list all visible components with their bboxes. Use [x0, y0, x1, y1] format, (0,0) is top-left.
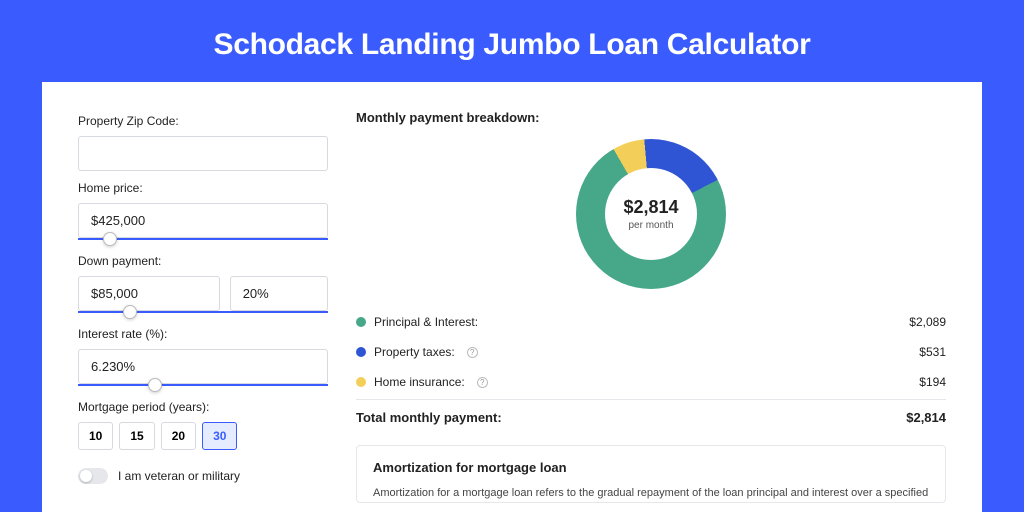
breakdown-title: Monthly payment breakdown:	[356, 110, 946, 125]
period-option-30[interactable]: 30	[202, 422, 237, 450]
page-title: Schodack Landing Jumbo Loan Calculator	[0, 0, 1024, 82]
legend-label: Principal & Interest:	[374, 315, 478, 329]
donut-sub: per month	[628, 220, 673, 231]
price-slider[interactable]	[78, 238, 328, 240]
legend: Principal & Interest: $2,089 Property taxe…	[356, 307, 946, 397]
legend-dot	[356, 347, 366, 357]
legend-dot	[356, 317, 366, 327]
legend-dot	[356, 377, 366, 387]
total-row: Total monthly payment: $2,814	[356, 399, 946, 425]
period-options: 10152030	[78, 422, 328, 450]
price-input[interactable]	[78, 203, 328, 238]
down-pct-input[interactable]	[230, 276, 328, 311]
veteran-row: I am veteran or military	[78, 468, 328, 484]
donut-amount: $2,814	[623, 197, 678, 218]
veteran-toggle[interactable]	[78, 468, 108, 484]
zip-input[interactable]	[78, 136, 328, 171]
down-slider-thumb[interactable]	[123, 305, 137, 319]
down-label: Down payment:	[78, 254, 328, 268]
rate-label: Interest rate (%):	[78, 327, 328, 341]
donut-wrap: $2,814 per month	[356, 139, 946, 289]
rate-input[interactable]	[78, 349, 328, 384]
down-slider[interactable]	[78, 311, 328, 313]
legend-row: Home insurance:? $194	[356, 367, 946, 397]
down-field-group: Down payment:	[78, 254, 328, 313]
legend-label: Home insurance:	[374, 375, 465, 389]
breakdown-column: Monthly payment breakdown: $2,814 per mo…	[356, 110, 946, 512]
veteran-label: I am veteran or military	[118, 469, 240, 483]
donut-chart: $2,814 per month	[576, 139, 726, 289]
calculator-panel: Property Zip Code: Home price: Down paym…	[42, 82, 982, 512]
period-label: Mortgage period (years):	[78, 400, 328, 414]
form-column: Property Zip Code: Home price: Down paym…	[78, 110, 328, 512]
rate-field-group: Interest rate (%):	[78, 327, 328, 386]
price-label: Home price:	[78, 181, 328, 195]
legend-row: Property taxes:? $531	[356, 337, 946, 367]
legend-label: Property taxes:	[374, 345, 455, 359]
amortization-box: Amortization for mortgage loan Amortizat…	[356, 445, 946, 503]
period-field-group: Mortgage period (years): 10152030	[78, 400, 328, 450]
zip-field-group: Property Zip Code:	[78, 114, 328, 171]
price-slider-thumb[interactable]	[103, 232, 117, 246]
rate-slider[interactable]	[78, 384, 328, 386]
price-field-group: Home price:	[78, 181, 328, 240]
amortization-text: Amortization for a mortgage loan refers …	[373, 485, 929, 502]
donut-hole: $2,814 per month	[605, 168, 697, 260]
legend-row: Principal & Interest: $2,089	[356, 307, 946, 337]
period-option-15[interactable]: 15	[119, 422, 154, 450]
down-amount-input[interactable]	[78, 276, 220, 311]
period-option-20[interactable]: 20	[161, 422, 196, 450]
total-value: $2,814	[906, 410, 946, 425]
amortization-title: Amortization for mortgage loan	[373, 460, 929, 475]
info-icon[interactable]: ?	[477, 377, 488, 388]
legend-value: $194	[919, 375, 946, 389]
total-label: Total monthly payment:	[356, 410, 502, 425]
legend-value: $531	[919, 345, 946, 359]
zip-label: Property Zip Code:	[78, 114, 328, 128]
period-option-10[interactable]: 10	[78, 422, 113, 450]
info-icon[interactable]: ?	[467, 347, 478, 358]
legend-value: $2,089	[909, 315, 946, 329]
rate-slider-thumb[interactable]	[148, 378, 162, 392]
